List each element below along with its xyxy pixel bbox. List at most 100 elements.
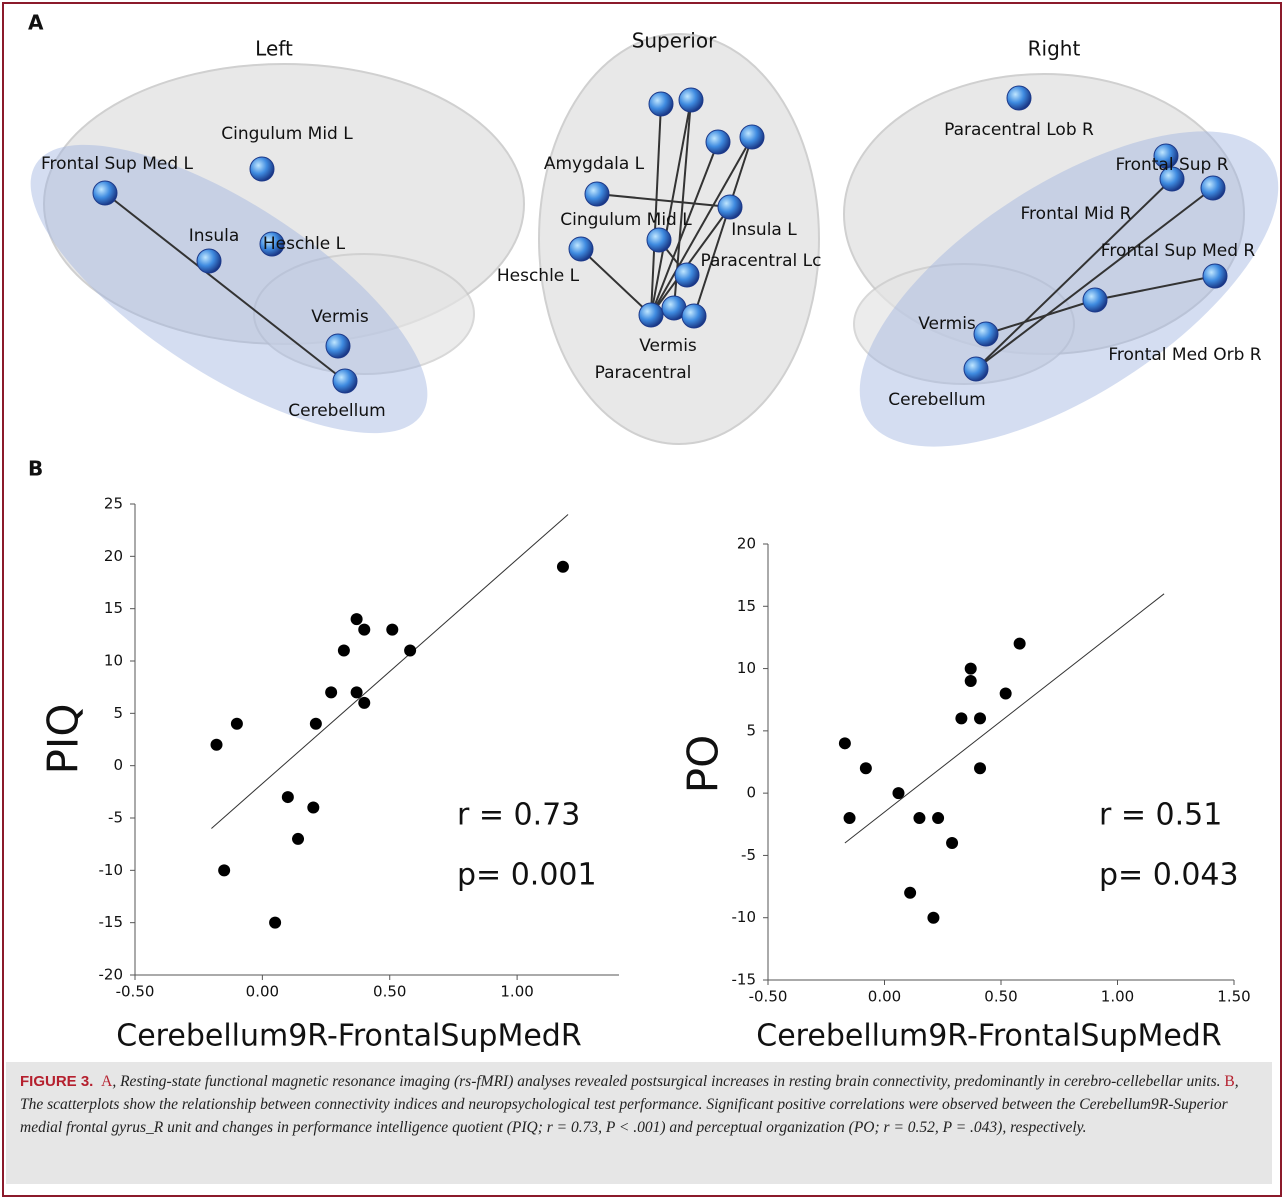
- node-label: Frontal Med Orb R: [1108, 345, 1261, 365]
- node-label: Frontal Mid R: [1021, 204, 1132, 224]
- node: [718, 195, 742, 219]
- point: [292, 833, 304, 845]
- node: [740, 125, 764, 149]
- node-label: Heschle L: [497, 266, 580, 286]
- node: [1007, 86, 1031, 110]
- point: [974, 762, 986, 774]
- x-tick-label: 0.50: [984, 988, 1017, 1006]
- point: [904, 887, 916, 899]
- annotation: p= 0.043: [1099, 858, 1239, 893]
- node-label: Paracentral: [595, 363, 692, 383]
- panel-label: A: [28, 11, 44, 35]
- point: [1014, 638, 1026, 650]
- node-label: Vermis: [311, 307, 369, 327]
- x-tick-label: -0.50: [116, 983, 155, 1001]
- point: [932, 812, 944, 824]
- node-label: Paracentral Lc: [701, 251, 822, 271]
- point: [351, 613, 363, 625]
- x-tick-label: -0.50: [749, 988, 788, 1006]
- x-tick-label: 0.00: [868, 988, 901, 1006]
- point: [892, 787, 904, 799]
- point: [358, 697, 370, 709]
- node: [706, 130, 730, 154]
- y-tick-label: -5: [741, 846, 756, 864]
- node: [333, 369, 357, 393]
- node: [639, 303, 663, 327]
- y-tick-label: -15: [99, 913, 124, 931]
- point: [358, 624, 370, 636]
- y-tick-label: 15: [737, 597, 756, 615]
- node: [1083, 288, 1107, 312]
- x-tick-label: 1.00: [500, 983, 533, 1001]
- y-tick-label: 10: [104, 652, 123, 670]
- node-label: Cerebellum: [288, 401, 385, 421]
- annotation: r = 0.73: [457, 798, 580, 833]
- node-label: Insula L: [731, 220, 797, 240]
- y-tick-label: -10: [732, 908, 757, 926]
- node: [585, 182, 609, 206]
- x-tick-label: 1.00: [1101, 988, 1134, 1006]
- caption: FIGURE 3. A, Resting-state functional ma…: [6, 1062, 1272, 1184]
- y-tick-label: 5: [113, 704, 123, 722]
- view-title: Left: [255, 37, 293, 61]
- y-tick-label: 0: [746, 784, 756, 802]
- point: [351, 686, 363, 698]
- y-tick-label: 5: [746, 721, 756, 739]
- y-tick-label: 20: [737, 535, 756, 553]
- node-label: Insula: [189, 226, 240, 246]
- y-axis-label: PO: [679, 735, 728, 793]
- point: [404, 645, 416, 657]
- point: [965, 675, 977, 687]
- point: [386, 624, 398, 636]
- node-label: Vermis: [639, 336, 697, 356]
- point: [269, 917, 281, 929]
- caption-text: , Resting-state functional magnetic reso…: [112, 1073, 1224, 1090]
- point: [282, 791, 294, 803]
- node-label: Paracentral Lob R: [944, 120, 1094, 140]
- node: [675, 263, 699, 287]
- y-tick-label: 25: [104, 495, 123, 513]
- node-label: Frontal Sup Med L: [41, 154, 194, 174]
- point: [927, 912, 939, 924]
- figure-canvas: A B Left Cingulum Mid L Frontal Sup Med L I…: [4, 4, 1280, 1062]
- panel-label: B: [28, 457, 43, 481]
- figure: A B Left Cingulum Mid L Frontal Sup Med L I…: [2, 2, 1282, 1197]
- point: [338, 645, 350, 657]
- y-tick-label: 20: [104, 547, 123, 565]
- node-label: Frontal Sup Med R: [1101, 241, 1256, 261]
- node-label: Cingulum Mid L: [221, 124, 353, 144]
- point: [325, 686, 337, 698]
- point: [839, 737, 851, 749]
- y-tick-label: -10: [99, 861, 124, 879]
- view-title: Superior: [632, 29, 717, 53]
- x-tick-label: 0.50: [373, 983, 406, 1001]
- y-tick-label: 10: [737, 659, 756, 677]
- point: [211, 739, 223, 751]
- caption-key: B: [1224, 1073, 1234, 1090]
- point: [844, 812, 856, 824]
- point: [913, 812, 925, 824]
- node: [974, 322, 998, 346]
- node: [1201, 176, 1225, 200]
- x-axis-label: Cerebellum9R-FrontalSupMedR: [116, 1019, 581, 1054]
- node: [326, 334, 350, 358]
- point: [946, 837, 958, 849]
- y-axis-label: PIQ: [39, 704, 88, 775]
- y-tick-label: 0: [113, 756, 123, 774]
- point: [310, 718, 322, 730]
- point: [860, 762, 872, 774]
- point: [218, 864, 230, 876]
- caption-label: FIGURE 3.: [20, 1073, 93, 1090]
- point: [965, 663, 977, 675]
- annotation: p= 0.001: [457, 858, 597, 893]
- point: [307, 802, 319, 814]
- node: [682, 304, 706, 328]
- x-tick-label: 1.50: [1217, 988, 1250, 1006]
- node: [250, 157, 274, 181]
- node-label: Amygdala L: [544, 154, 645, 174]
- node: [964, 357, 988, 381]
- node-label: Heschle L: [263, 234, 346, 254]
- x-tick-label: 0.00: [246, 983, 279, 1001]
- node: [93, 181, 117, 205]
- node: [1203, 264, 1227, 288]
